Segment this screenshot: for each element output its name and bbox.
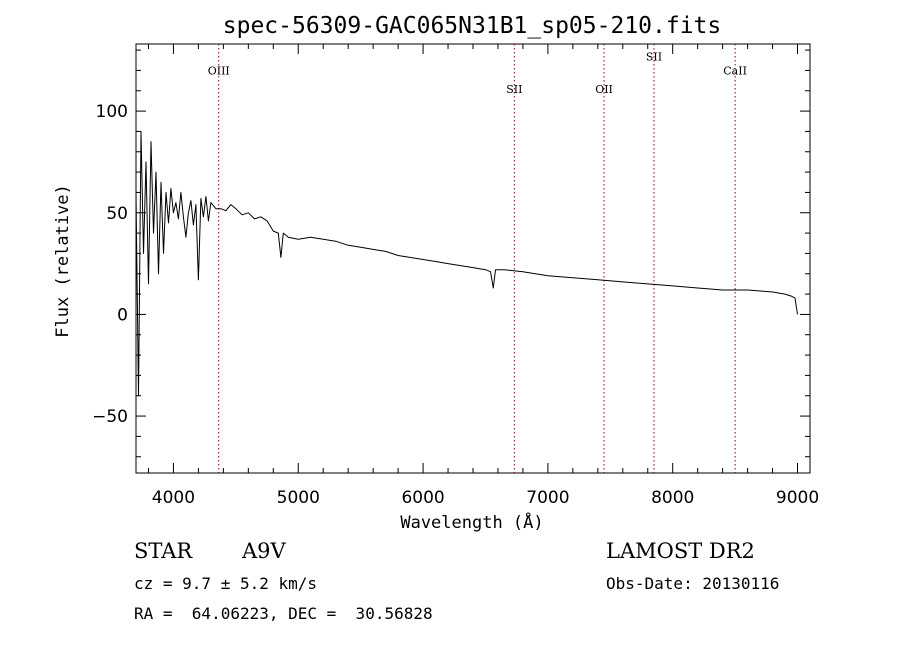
line-marker-label: CaII	[723, 64, 747, 77]
line-marker-label: OII	[595, 83, 613, 96]
y-tick-label: −50	[92, 407, 128, 427]
y-tick-label: 0	[117, 305, 128, 325]
coordinates: RA = 64.06223, DEC = 30.56828	[134, 604, 433, 623]
plot-area: 4000 5000 6000 7000 8000 9000 −50 0 50 100 OIII SII…	[92, 43, 819, 508]
plot-frame	[135, 43, 811, 474]
x-tick-label: 5000	[277, 488, 320, 508]
x-tick-label: 8000	[651, 488, 694, 508]
obs-date: Obs-Date: 20130116	[606, 574, 779, 593]
x-tick-label: 7000	[526, 488, 569, 508]
y-tick-label: 50	[106, 204, 128, 224]
chart-title: spec-56309-GAC065N31B1_sp05-210.fits	[223, 13, 722, 39]
object-subclass: A9V	[241, 539, 287, 563]
y-tick-label: 100	[96, 102, 128, 122]
line-marker-label: SII	[646, 50, 662, 63]
x-axis-label: Wavelength (Å)	[400, 511, 543, 533]
y-axis-label: Flux (relative)	[53, 184, 73, 338]
survey-label: LAMOST DR2	[606, 539, 755, 563]
object-class: STAR	[134, 539, 193, 563]
x-tick-label: 6000	[401, 488, 444, 508]
spectrum-line	[135, 130, 798, 397]
line-marker-label: OIII	[208, 64, 230, 77]
x-tick-label: 9000	[776, 488, 819, 508]
cz-value: cz = 9.7 ± 5.2 km/s	[134, 574, 317, 593]
line-marker-label: SII	[506, 83, 522, 96]
x-tick-label: 4000	[152, 488, 195, 508]
